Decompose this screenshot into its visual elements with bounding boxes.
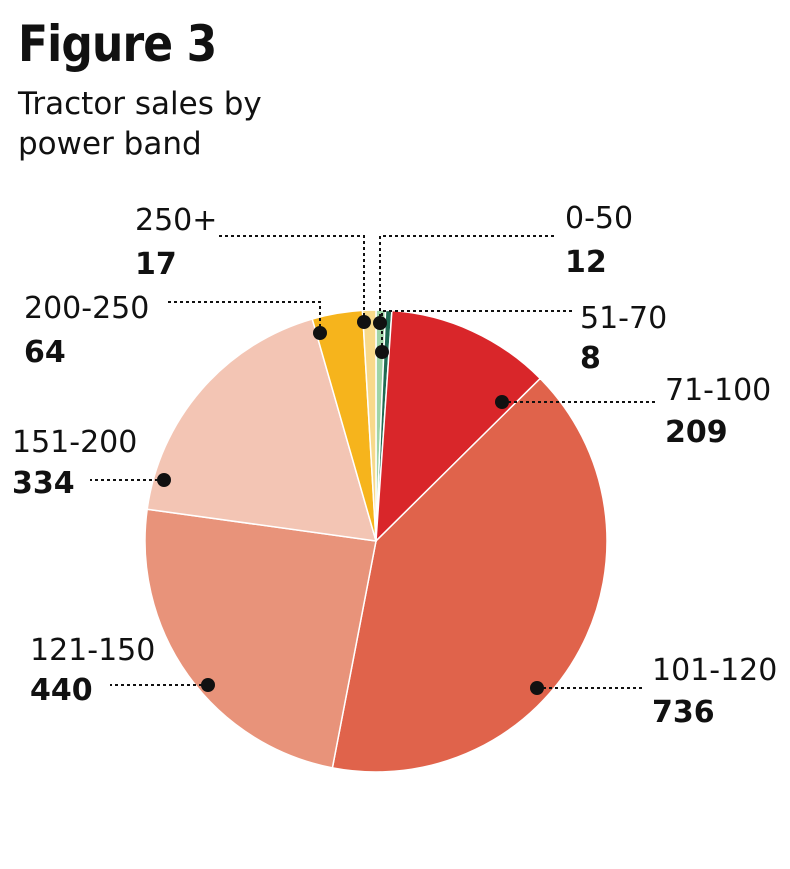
slice-label: 200-250	[24, 291, 149, 326]
slice-label: 101-120	[652, 653, 777, 688]
slice-label: 51-70	[580, 301, 667, 336]
annotation-51-70: 51-70 8	[375, 301, 667, 376]
annotation-121-150: 121-150 440	[30, 633, 215, 708]
slice-value: 334	[12, 466, 75, 501]
leader-line	[379, 235, 555, 323]
slice-label: 151-200	[12, 425, 137, 460]
slice-label: 71-100	[665, 373, 771, 408]
annotation-0-50: 0-50 12	[373, 201, 633, 330]
annotation-71-100: 71-100 209	[495, 373, 771, 450]
leader-dot	[373, 316, 387, 330]
leader-line	[165, 301, 321, 333]
leader-dot	[530, 681, 544, 695]
pie-slice-151-200	[146, 318, 378, 542]
slice-value: 64	[24, 335, 66, 370]
slice-value: 17	[135, 247, 177, 282]
slice-value: 736	[652, 695, 715, 730]
pie-slice-121-150	[144, 508, 377, 769]
leader-dot	[495, 395, 509, 409]
leader-line	[218, 235, 365, 322]
slice-value: 8	[580, 341, 601, 376]
slice-value: 440	[30, 673, 93, 708]
annotation-200-250: 200-250 64	[24, 291, 327, 370]
figure-label: Figure 3	[18, 15, 217, 73]
leader-dot	[375, 345, 389, 359]
pie-slices	[144, 309, 608, 773]
slice-value: 209	[665, 415, 728, 450]
annotation-151-200: 151-200 334	[12, 425, 171, 501]
slice-label: 121-150	[30, 633, 155, 668]
slice-annotations: 0-50 12 51-70 8 71-100 209 101-120 736 121-150 44…	[12, 201, 777, 730]
leader-line	[381, 310, 572, 352]
leader-dot	[357, 315, 371, 329]
leader-dot	[201, 678, 215, 692]
annotation-101-120: 101-120 736	[530, 653, 777, 730]
chart-title: Tractor sales by power band	[18, 86, 262, 162]
leader-dot	[157, 473, 171, 487]
chart-heading: Figure 3 Tractor sales by power band	[18, 14, 358, 164]
slice-value: 12	[565, 245, 607, 280]
pie-slice-101-120	[331, 377, 608, 773]
annotation-250plus: 250+ 17	[135, 203, 371, 329]
slice-label: 0-50	[565, 201, 633, 236]
leader-dot	[313, 326, 327, 340]
slice-label: 250+	[135, 203, 217, 238]
pie-slice-250plus	[361, 309, 377, 542]
